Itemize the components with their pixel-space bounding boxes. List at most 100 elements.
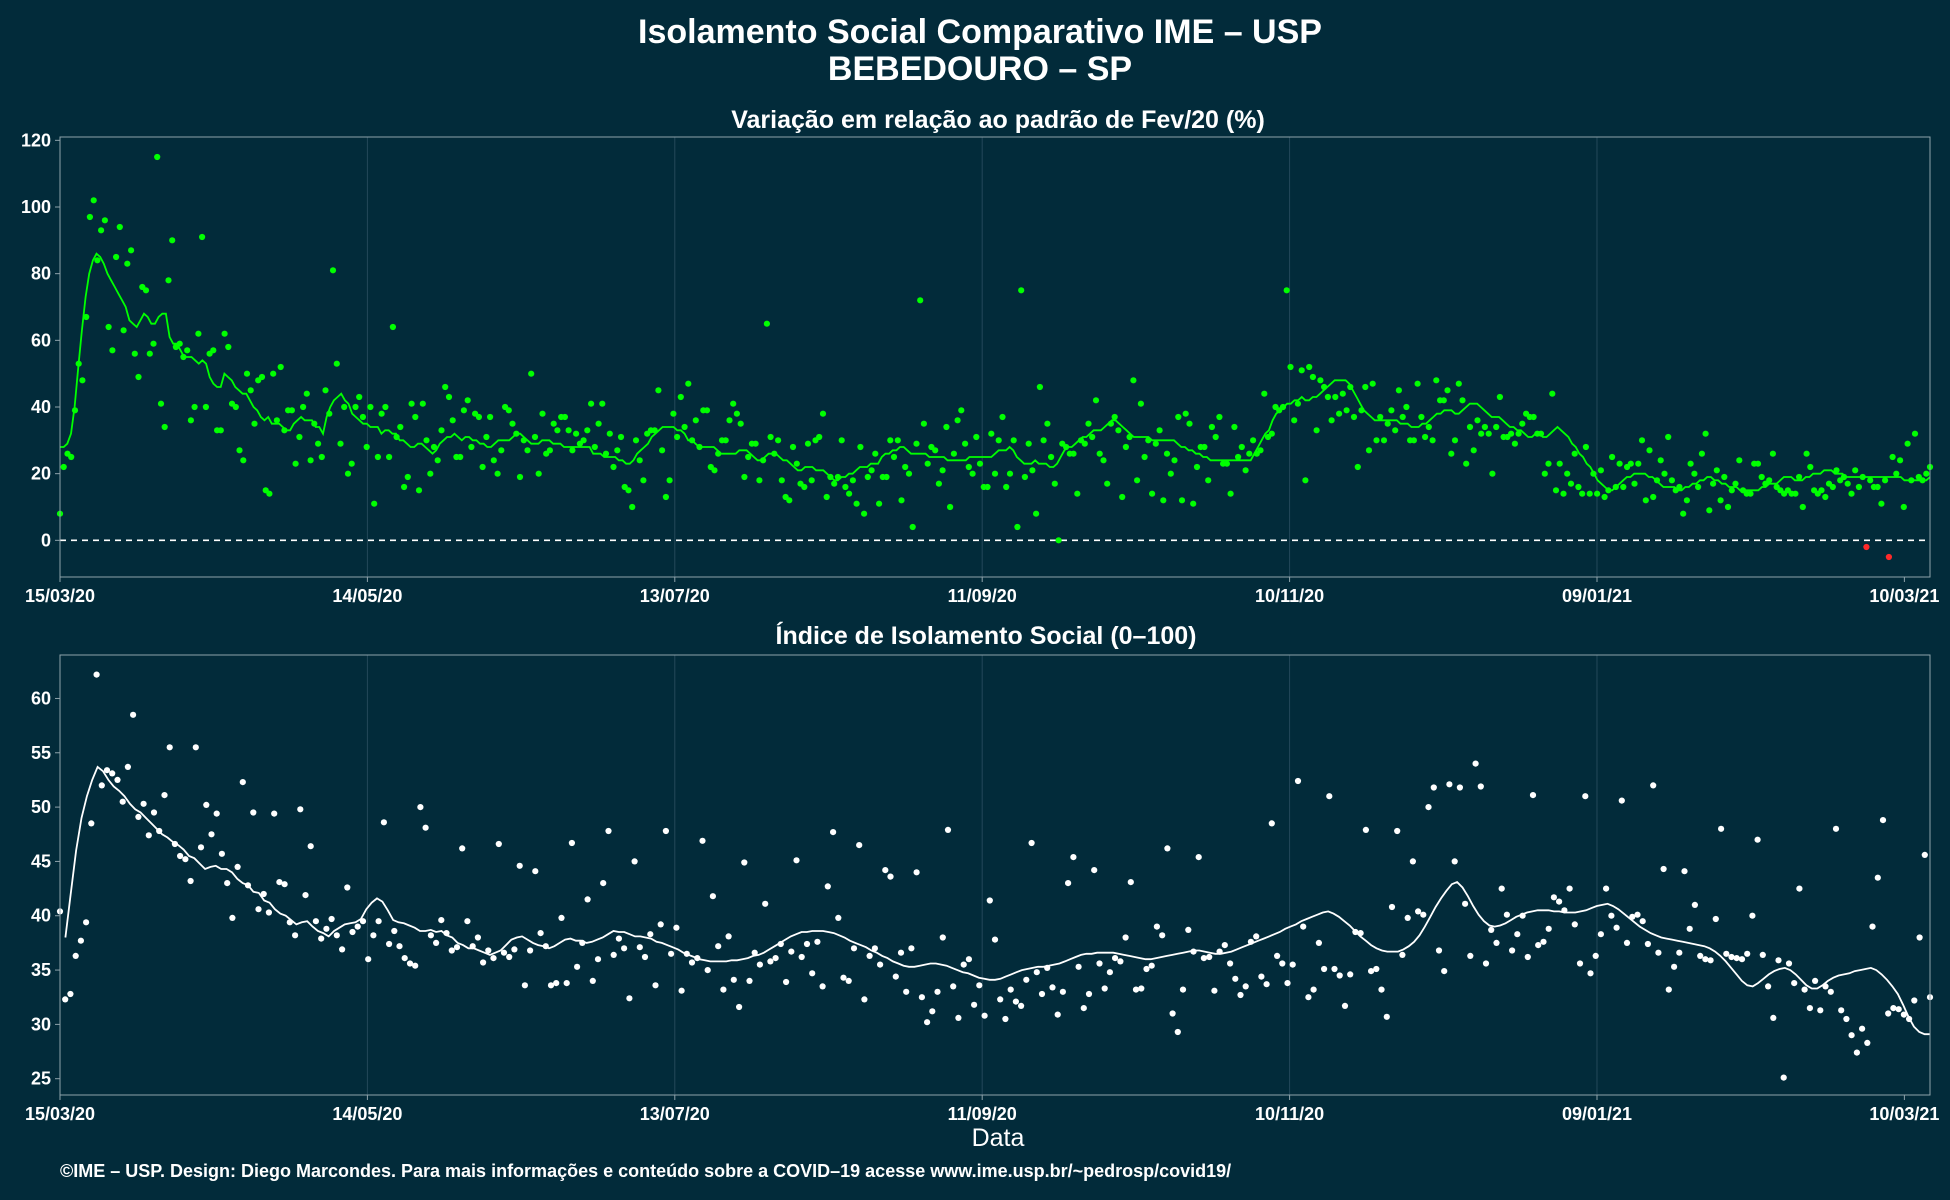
variation-data-point [943, 423, 950, 431]
index-data-point [532, 868, 539, 875]
variation-data-point [569, 447, 576, 454]
variation-data-point [659, 447, 666, 454]
index-data-point [1895, 1006, 1902, 1013]
variation-y-tick-label: 0 [41, 530, 51, 550]
index-data-point [631, 858, 638, 865]
variation-data-point [973, 433, 980, 441]
index-data-point [1132, 986, 1140, 993]
variation-data-point [554, 427, 561, 434]
index-data-point [244, 882, 252, 889]
variation-data-point [1369, 380, 1376, 387]
variation-data-point [1182, 410, 1189, 417]
variation-data-point [356, 393, 363, 401]
variation-data-point [775, 437, 782, 444]
variation-data-point [771, 450, 778, 457]
variation-data-point [1365, 447, 1373, 454]
index-data-point [1890, 1005, 1897, 1012]
variation-data-point [1665, 433, 1672, 441]
variation-data-point [101, 217, 108, 224]
variation-data-point [1833, 467, 1840, 474]
variation-data-point [962, 440, 969, 447]
index-data-point [819, 983, 826, 990]
index-data-point [715, 943, 722, 950]
index-data-point [417, 804, 424, 811]
index-data-point [1655, 949, 1662, 956]
variation-data-point [1747, 490, 1754, 497]
index-data-point [1430, 784, 1437, 791]
variation-data-point [300, 403, 307, 411]
variation-data-point [1395, 387, 1402, 394]
variation-data-point [1018, 287, 1025, 294]
index-data-point [1268, 820, 1275, 827]
index-data-point [1482, 960, 1490, 967]
index-y-tick-label: 50 [31, 797, 51, 817]
index-data-point [824, 883, 831, 890]
variation-data-point [1792, 490, 1799, 497]
variation-data-point [374, 453, 381, 461]
index-data-point [1091, 867, 1098, 874]
x-axis-label: Data [972, 1124, 1025, 1152]
index-data-point [537, 930, 544, 937]
variation-data-point [1609, 453, 1616, 461]
variation-data-point [733, 410, 741, 417]
index-data-point [1467, 952, 1474, 960]
index-data-point [1331, 965, 1338, 973]
index-data-point [1556, 898, 1563, 905]
index-data-point [297, 806, 304, 813]
variation-data-point [438, 427, 445, 434]
variation-data-point [1231, 423, 1238, 431]
variation-data-point [1564, 470, 1571, 477]
variation-data-point [180, 353, 187, 361]
index-data-point [1232, 975, 1239, 982]
variation-data-point [1279, 403, 1287, 411]
index-data-point [527, 947, 534, 954]
index-data-point [1885, 1010, 1892, 1017]
index-data-point [1253, 933, 1260, 940]
variation-data-point [602, 450, 610, 457]
variation-x-tick-label: 09/01/21 [1562, 586, 1632, 606]
variation-data-point [1134, 477, 1141, 484]
variation-data-point [1702, 430, 1709, 437]
variation-data-point [509, 420, 516, 427]
index-data-point [354, 923, 361, 930]
variation-data-point [991, 470, 999, 477]
variation-data-point [524, 447, 531, 454]
variation-data-point [146, 350, 153, 357]
variation-data-point [565, 427, 572, 434]
variation-data-point [311, 420, 318, 427]
variation-data-point [752, 440, 759, 447]
index-data-point [1023, 976, 1030, 983]
index-data-point [1618, 797, 1625, 804]
index-data-point [1362, 826, 1369, 834]
index-data-point [1535, 942, 1542, 949]
index-y-tick-label: 25 [31, 1069, 51, 1089]
variation-data-point [1728, 487, 1735, 494]
index-data-point [62, 996, 69, 1003]
index-y-tick-label: 30 [31, 1014, 51, 1034]
index-data-point [1456, 784, 1463, 791]
index-data-point [391, 927, 398, 935]
index-data-point [1707, 957, 1714, 964]
variation-data-point [1683, 497, 1690, 504]
index-data-point [1065, 880, 1072, 887]
variation-data-point [932, 447, 939, 454]
index-data-point [1305, 994, 1312, 1001]
variation-data-point [1216, 413, 1223, 421]
variation-data-point [1597, 467, 1604, 474]
index-data-point [887, 873, 894, 880]
index-data-point [772, 955, 779, 962]
variation-data-point [1190, 500, 1197, 507]
variation-data-point [1616, 460, 1623, 467]
index-data-point [1545, 925, 1552, 932]
index-data-point [1321, 965, 1328, 973]
index-data-point [709, 893, 717, 900]
variation-data-point [1736, 457, 1743, 464]
index-data-point [197, 844, 205, 851]
index-data-point [976, 982, 983, 989]
variation-data-point [760, 457, 767, 464]
variation-data-point [1392, 427, 1399, 434]
variation-data-point [217, 427, 224, 434]
index-data-point [1190, 948, 1197, 955]
variation-data-point [1444, 387, 1451, 394]
index-data-point [986, 897, 993, 904]
